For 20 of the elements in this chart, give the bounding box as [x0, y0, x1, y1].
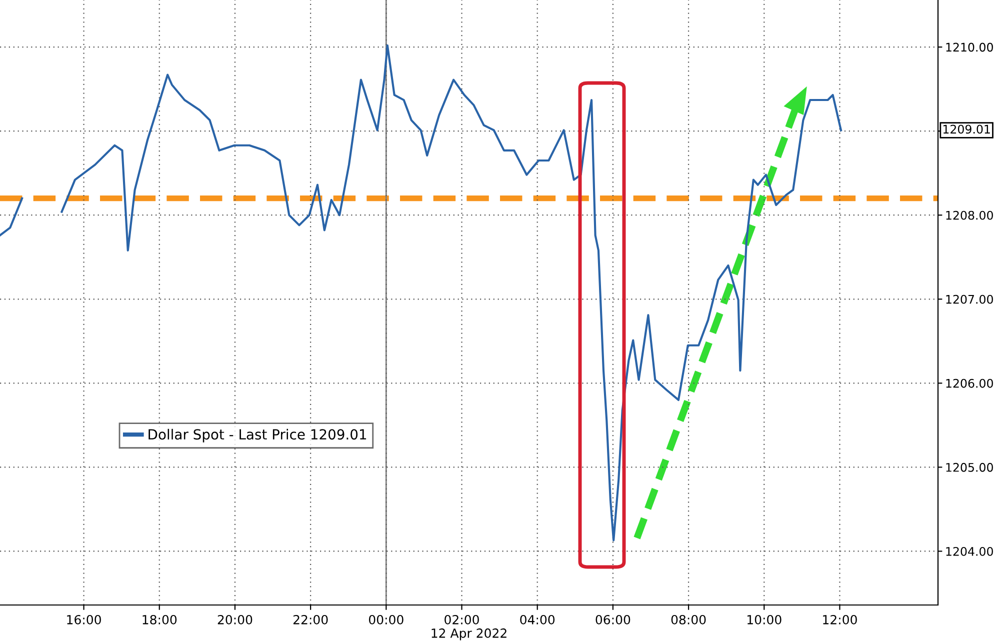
y-tick-label: 1206.00 — [946, 378, 993, 388]
legend-label: Dollar Spot - Last Price 1209.01 — [148, 428, 366, 442]
y-tick-label: 1210.00 — [946, 42, 993, 52]
x-tick-label: 12:00 — [823, 614, 857, 624]
x-tick-label: 08:00 — [671, 614, 706, 624]
x-tick-label: 18:00 — [142, 614, 177, 624]
y-tick-label: 1207.00 — [946, 294, 993, 304]
x-tick-label: 04:00 — [520, 614, 555, 624]
text: 1209.01 — [943, 124, 990, 134]
x-tick-label: 16:00 — [67, 614, 101, 624]
y-tick-label: 1205.00 — [946, 462, 993, 472]
x-tick-label: 10:00 — [747, 614, 782, 624]
x-tick-label: 22:00 — [293, 614, 328, 624]
x-tick-label: 00:00 — [368, 614, 404, 624]
x-tick-label: 02:00 — [444, 614, 479, 624]
y-tick-label: 1204.00 — [946, 546, 993, 556]
x-tick-label: 20:00 — [218, 614, 252, 624]
y-tick-label: 1208.00 — [946, 210, 993, 220]
x-tick-label: 06:00 — [596, 614, 630, 624]
x-axis-title: 12 Apr 2022 — [432, 628, 506, 640]
